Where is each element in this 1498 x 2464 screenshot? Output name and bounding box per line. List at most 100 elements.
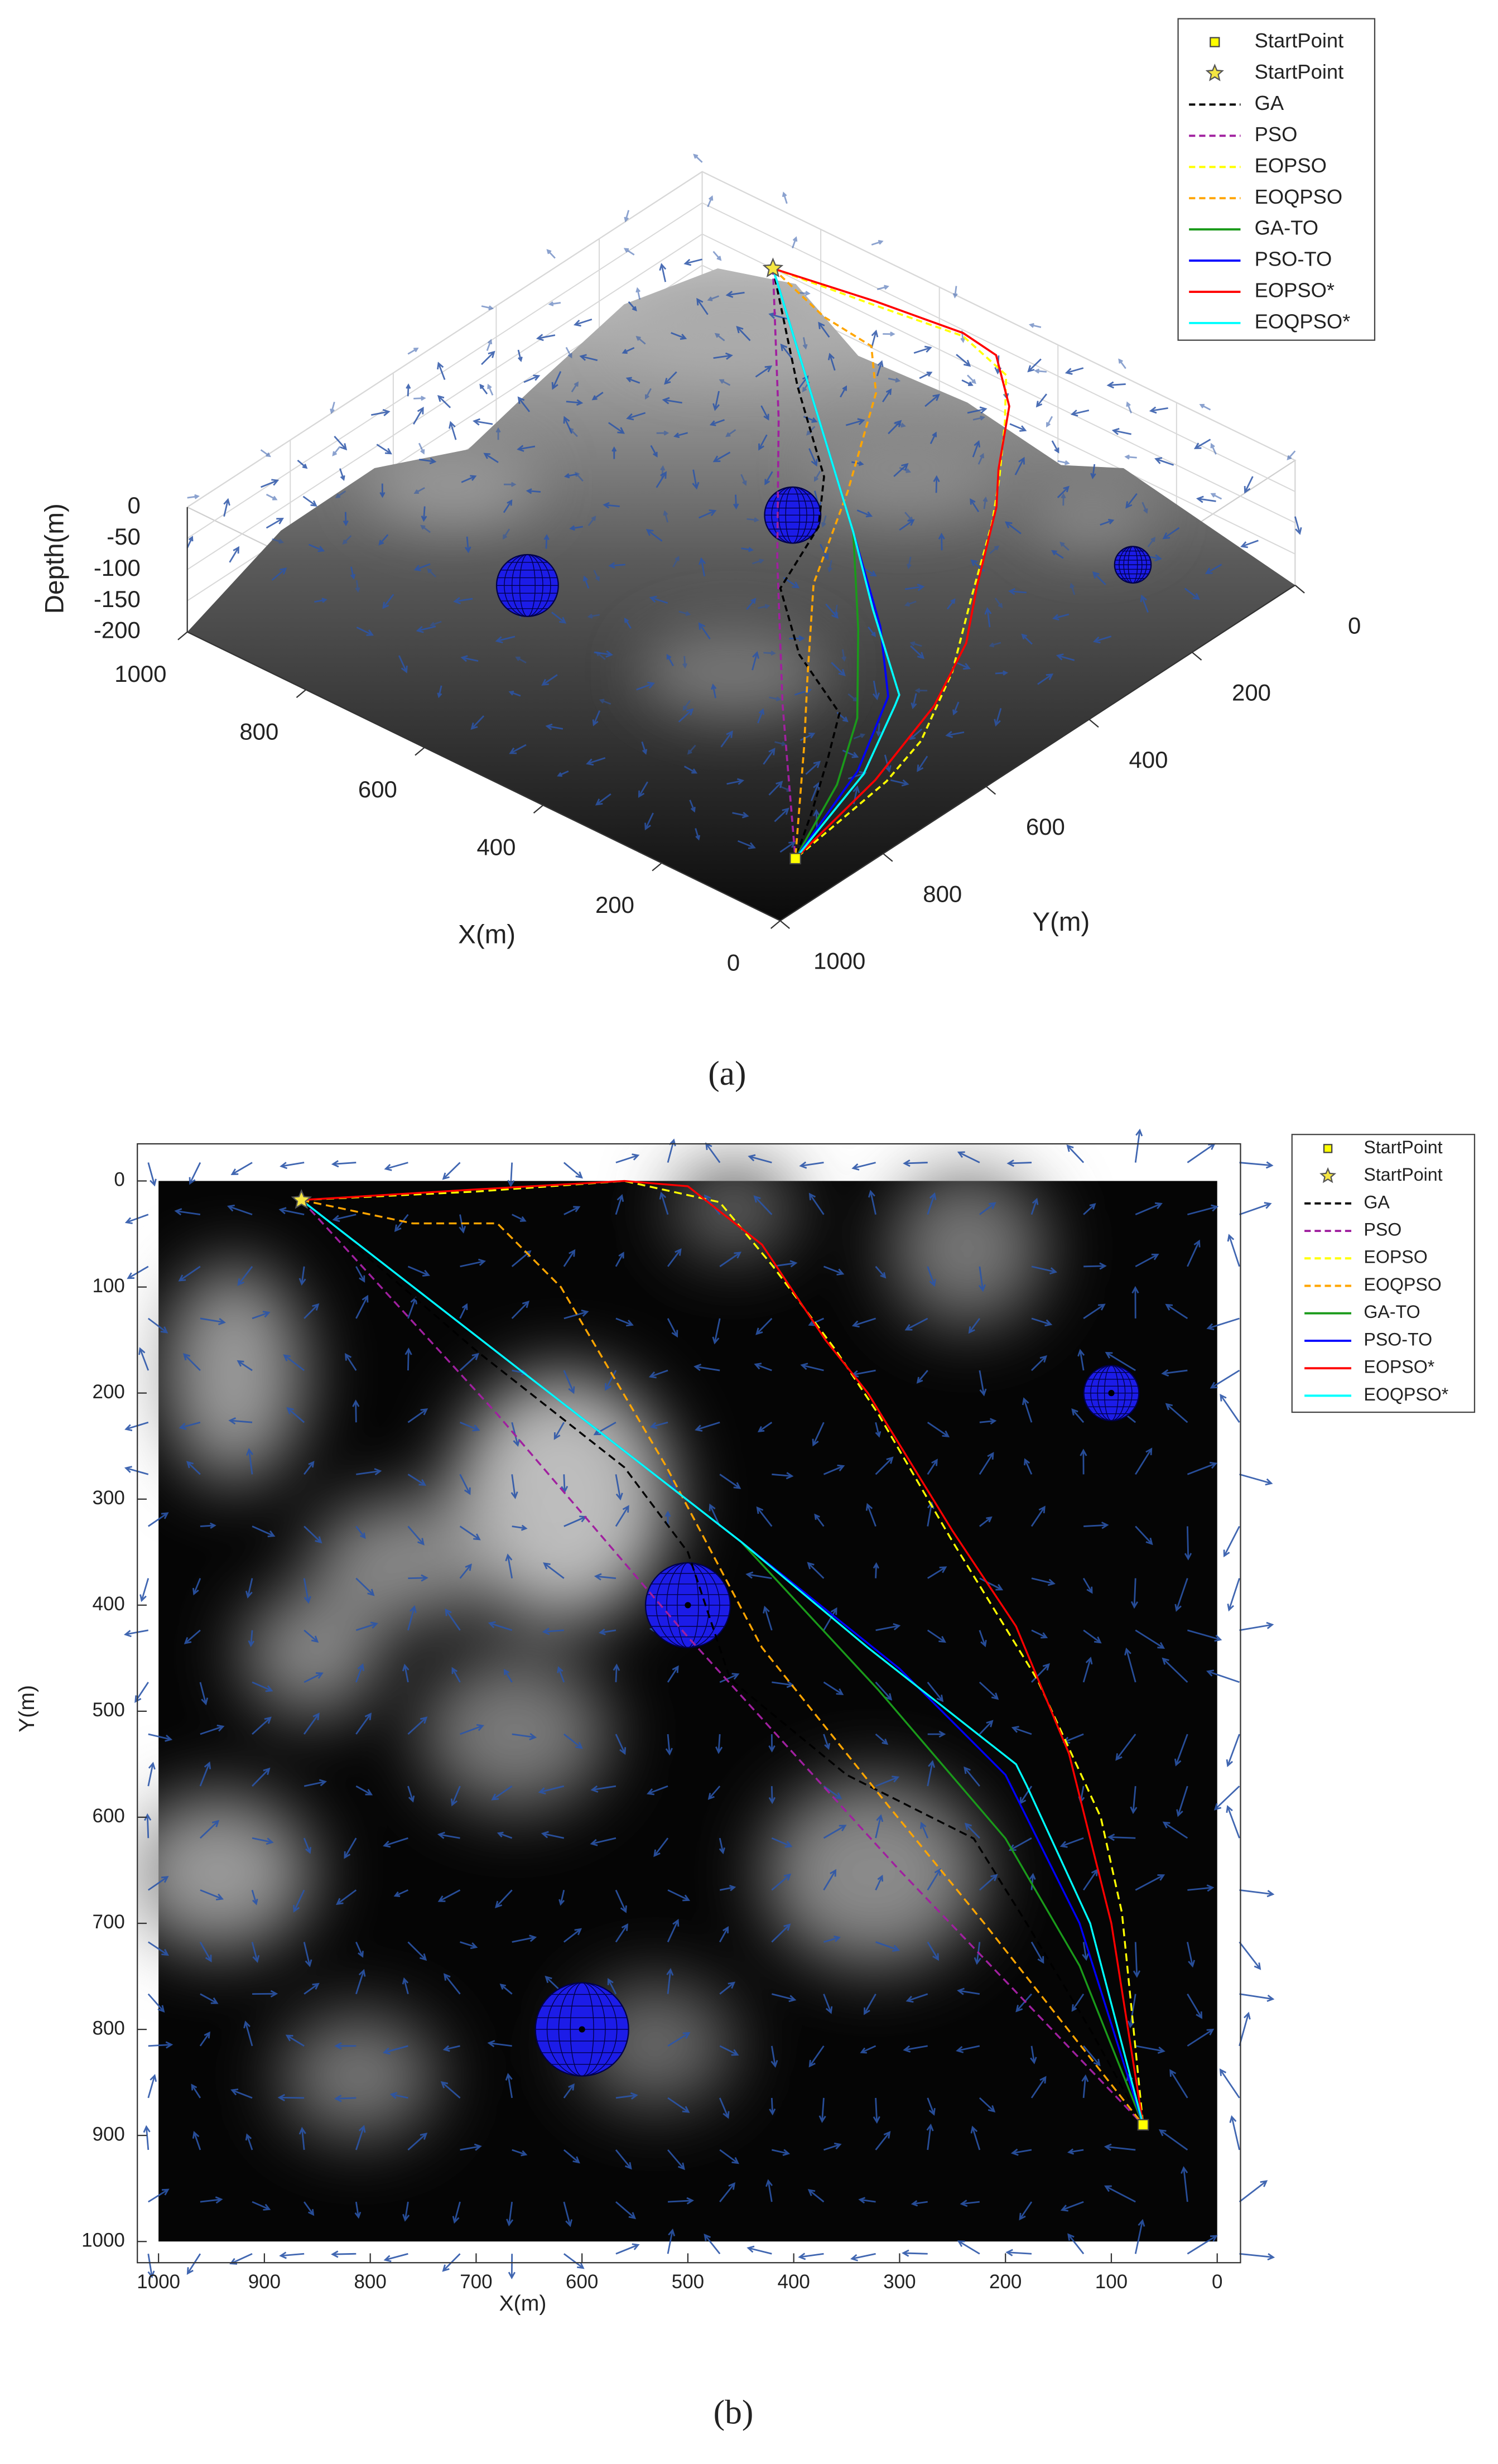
current-arrow — [230, 1162, 253, 1175]
current-arrow — [919, 371, 933, 379]
current-arrow — [355, 2125, 366, 2150]
current-arrow — [546, 249, 556, 259]
current-arrow — [563, 416, 573, 434]
current-arrow — [1104, 2185, 1136, 2203]
current-arrow — [379, 483, 386, 498]
y-tick-mark — [985, 786, 996, 795]
y-tick-label: 400 — [1129, 747, 1168, 773]
current-arrow — [768, 1734, 776, 1753]
current-arrow — [200, 1317, 226, 1326]
current-arrow — [970, 498, 980, 513]
current-arrow — [487, 2040, 512, 2048]
current-arrow — [823, 1464, 845, 1475]
current-arrow — [252, 2201, 271, 2211]
current-arrow — [695, 828, 701, 841]
current-arrow — [1090, 464, 1096, 479]
current-arrow — [989, 642, 1001, 648]
current-arrow — [893, 463, 909, 477]
current-arrow — [1133, 1942, 1141, 1978]
current-arrow — [1083, 2045, 1101, 2067]
current-arrow — [1210, 442, 1217, 455]
current-arrow — [331, 2250, 357, 2258]
current-arrow — [1140, 594, 1149, 613]
current-arrow — [870, 329, 879, 349]
current-arrow — [143, 2125, 151, 2150]
current-arrow — [964, 1822, 980, 1839]
legend-label: PSO — [1255, 123, 1298, 146]
current-arrow — [252, 1716, 272, 1735]
current-arrow — [927, 1760, 936, 1787]
current-arrow — [1239, 1202, 1272, 1215]
current-arrow — [1030, 1941, 1044, 1964]
current-arrow — [1130, 1786, 1138, 1815]
current-arrow — [1135, 1447, 1153, 1475]
current-arrow — [979, 1720, 994, 1735]
path-line — [772, 267, 1010, 860]
current-arrow — [413, 487, 425, 494]
current-arrow — [927, 1868, 941, 1891]
current-arrow — [1169, 2069, 1188, 2099]
current-arrow — [1210, 1369, 1240, 1389]
y-tick-label: 1000 — [813, 948, 865, 974]
current-arrow — [304, 1779, 327, 1787]
current-arrow — [823, 1785, 842, 1799]
current-arrow — [884, 754, 892, 773]
current-arrow — [503, 499, 513, 513]
current-arrow — [427, 568, 437, 578]
current-arrow — [460, 1421, 480, 1432]
current-arrow — [1118, 358, 1126, 369]
current-arrow — [1106, 381, 1126, 389]
current-arrow — [402, 1663, 410, 1683]
current-arrow — [715, 1734, 723, 1754]
current-arrow — [191, 2083, 201, 2099]
current-arrow — [1229, 2115, 1240, 2150]
current-arrow — [746, 517, 759, 523]
current-arrow — [138, 1347, 150, 1371]
current-arrow — [656, 430, 669, 436]
current-arrow — [304, 1672, 324, 1683]
current-arrow — [1060, 2201, 1084, 2212]
current-arrow — [1158, 2129, 1188, 2151]
current-arrow — [356, 626, 374, 636]
current-arrow — [615, 1317, 634, 1327]
current-arrow — [192, 2131, 201, 2150]
current-arrow — [1052, 613, 1070, 620]
current-arrow — [667, 1919, 680, 1943]
current-arrow — [1162, 527, 1180, 540]
obstacle-center — [685, 1602, 691, 1609]
current-arrow — [967, 406, 988, 414]
current-arrow — [449, 421, 457, 440]
highlight — [242, 1591, 383, 1717]
current-arrow — [929, 431, 937, 444]
current-arrow — [483, 453, 499, 463]
current-arrow — [1187, 1204, 1219, 1216]
obstacle — [495, 554, 559, 617]
current-arrow — [615, 2201, 637, 2220]
current-arrow — [771, 1837, 793, 1848]
current-arrow — [557, 770, 569, 777]
current-arrow — [667, 1889, 691, 1902]
current-arrow — [808, 448, 818, 467]
current-arrow — [748, 1154, 772, 1163]
current-arrow — [1187, 1993, 1203, 2019]
chart-a-current-field — [186, 153, 1302, 853]
current-arrow — [608, 562, 625, 569]
current-arrow — [1165, 1403, 1188, 1423]
current-arrow — [252, 1525, 276, 1537]
legend-label: EOQPSO* — [1255, 310, 1351, 333]
x-tick-label: 1000 — [114, 661, 166, 687]
current-arrow — [875, 1422, 882, 1438]
legend-label: StartPoint — [1255, 60, 1344, 83]
current-arrow — [1239, 2253, 1275, 2261]
seabed-surface — [187, 268, 1295, 921]
current-arrow — [1174, 1734, 1188, 1767]
current-arrow — [285, 2034, 305, 2047]
axis-line — [187, 584, 1295, 922]
current-arrow — [459, 1353, 479, 1371]
current-arrow — [1149, 406, 1168, 414]
current-arrow — [927, 1192, 937, 1215]
current-arrow — [994, 598, 1003, 609]
current-arrow — [719, 1673, 740, 1683]
current-arrow — [541, 1831, 565, 1839]
x-tick-mark — [770, 920, 781, 929]
